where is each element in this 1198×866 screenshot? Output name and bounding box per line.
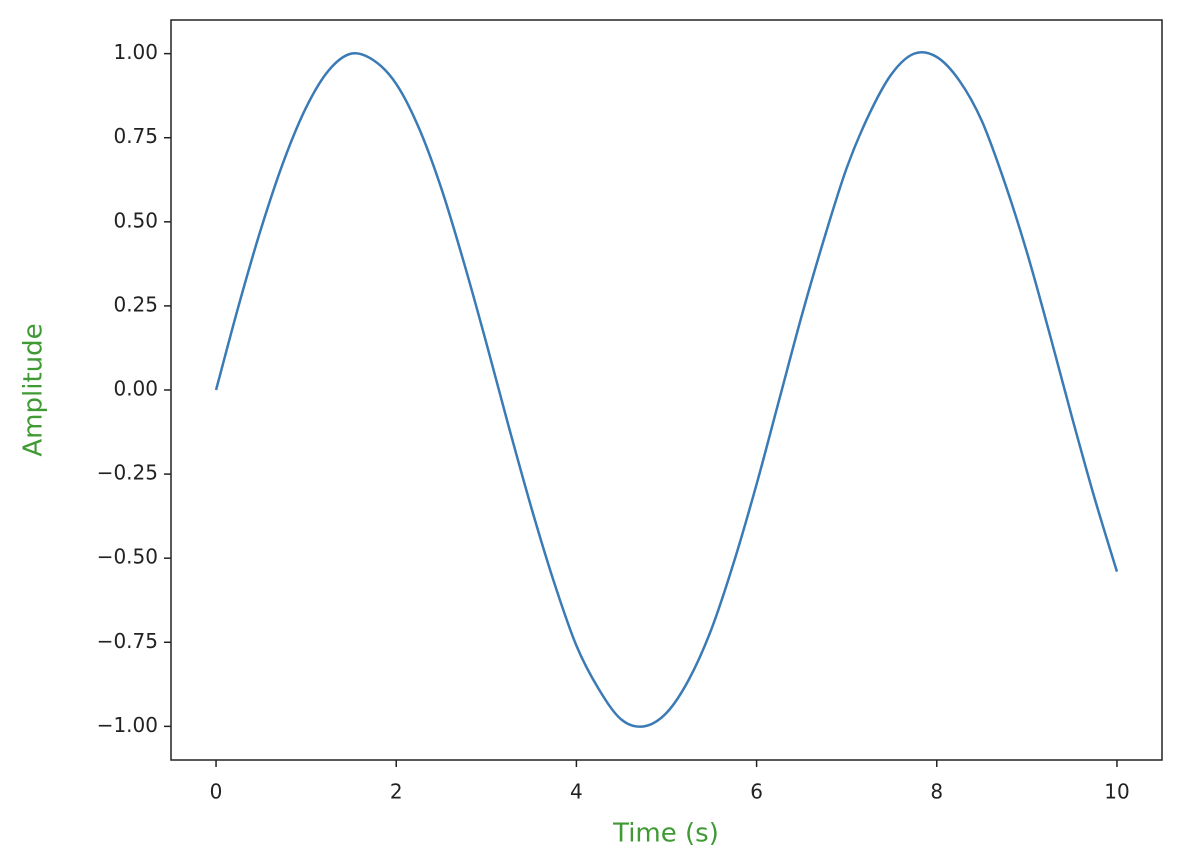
y-tick-label: −1.00 xyxy=(97,713,158,737)
x-axis-label: Time (s) xyxy=(612,819,719,849)
x-tick-label: 6 xyxy=(750,780,763,804)
x-tick-label: 2 xyxy=(390,780,403,804)
plot-frame xyxy=(170,19,1163,761)
x-tick-label: 10 xyxy=(1104,780,1129,804)
y-tick-label: 0.25 xyxy=(113,292,158,316)
line-series xyxy=(214,51,1119,728)
x-tick-label: 8 xyxy=(930,780,943,804)
y-tick-label: −0.25 xyxy=(97,461,158,485)
x-tick-label: 0 xyxy=(210,780,223,804)
x-tick-label: 4 xyxy=(570,780,583,804)
y-tick-label: −0.50 xyxy=(97,545,158,569)
y-tick-label: −0.75 xyxy=(97,629,158,653)
y-axis-label: Amplitude xyxy=(19,323,49,456)
y-tick-label: 0.50 xyxy=(113,208,158,232)
y-tick-label: 0.75 xyxy=(113,124,158,148)
y-tick-label: 1.00 xyxy=(113,40,158,64)
y-tick-label: 0.00 xyxy=(113,377,158,401)
